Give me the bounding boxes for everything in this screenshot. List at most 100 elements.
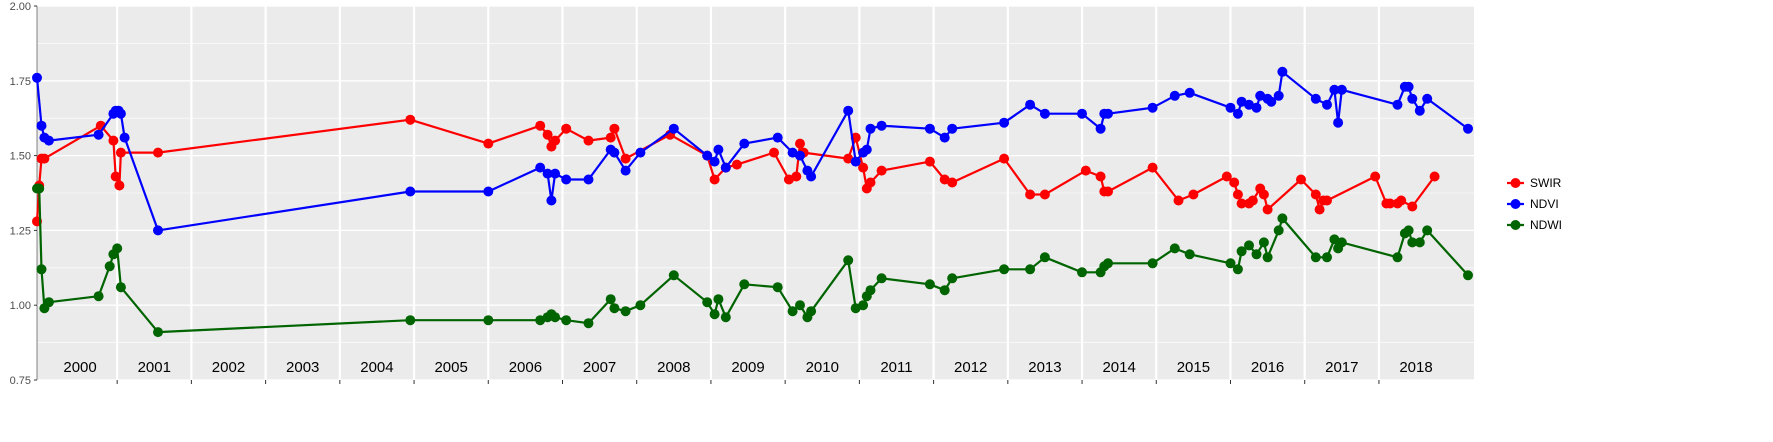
legend-label: NDWI <box>1530 218 1562 232</box>
data-point <box>550 312 561 323</box>
data-point <box>535 162 546 173</box>
data-point <box>1277 66 1288 77</box>
data-point <box>1221 171 1232 182</box>
data-point <box>947 273 958 284</box>
data-point <box>1258 237 1269 248</box>
data-point <box>1225 258 1236 269</box>
data-point <box>709 309 720 320</box>
data-point <box>609 123 620 134</box>
data-point <box>112 243 123 254</box>
data-point <box>795 150 805 161</box>
data-point <box>483 186 494 197</box>
data-point <box>620 165 631 176</box>
data-point <box>1392 99 1403 110</box>
data-point <box>1147 102 1158 113</box>
data-point <box>561 174 572 185</box>
data-point <box>1322 252 1332 263</box>
data-point <box>1392 252 1403 263</box>
data-point <box>939 132 950 143</box>
data-point <box>865 123 876 134</box>
data-point <box>939 285 950 296</box>
data-point <box>1277 213 1288 224</box>
data-point <box>1169 90 1180 101</box>
data-point <box>153 225 163 236</box>
data-point <box>1169 243 1180 254</box>
data-point <box>1184 249 1195 260</box>
data-point <box>999 264 1010 275</box>
data-point <box>1025 189 1036 200</box>
data-point <box>806 171 817 182</box>
data-point <box>1403 225 1414 236</box>
data-point <box>1310 252 1321 263</box>
year-label: 2000 <box>63 359 96 376</box>
data-point <box>115 282 126 293</box>
data-point <box>550 168 561 179</box>
year-label: 2005 <box>434 359 467 376</box>
data-point <box>850 156 861 167</box>
year-label: 2008 <box>657 359 690 376</box>
data-point <box>1232 108 1243 119</box>
data-point <box>1244 99 1254 110</box>
data-point <box>605 132 616 143</box>
data-point <box>620 306 631 317</box>
data-point <box>561 315 572 326</box>
data-point <box>1370 171 1381 182</box>
year-label: 2004 <box>360 359 393 376</box>
data-point <box>876 120 887 131</box>
data-point <box>999 117 1010 128</box>
data-point <box>1262 252 1273 263</box>
data-point <box>483 138 494 149</box>
year-label: 2018 <box>1399 359 1432 376</box>
legend: SWIR NDVI NDWI <box>1507 176 1562 232</box>
data-point <box>1251 102 1262 113</box>
legend-swatch-point <box>1510 199 1521 209</box>
data-point <box>1273 225 1284 236</box>
data-point <box>1077 267 1087 278</box>
data-point <box>709 156 720 167</box>
data-point <box>858 162 869 173</box>
data-point <box>999 153 1010 164</box>
data-point <box>924 156 935 167</box>
data-point <box>713 144 724 155</box>
data-point <box>483 315 494 326</box>
data-point <box>1147 258 1158 269</box>
legend-item: SWIR <box>1507 176 1562 190</box>
data-point <box>1077 108 1087 119</box>
data-point <box>1095 123 1106 134</box>
y-tick-label: 2.00 <box>10 1 31 13</box>
data-point <box>1322 195 1332 206</box>
data-point <box>769 147 779 158</box>
data-point <box>405 114 416 125</box>
year-label: 2013 <box>1028 359 1061 376</box>
data-point <box>791 171 802 182</box>
data-point <box>1296 174 1306 185</box>
legend-swatch-point <box>1510 220 1521 230</box>
legend-label: SWIR <box>1530 176 1562 190</box>
data-point <box>583 174 594 185</box>
y-tick-label: 1.50 <box>10 151 31 163</box>
data-point <box>546 195 557 206</box>
data-point <box>702 297 713 308</box>
year-label: 2007 <box>583 359 616 376</box>
data-point <box>1273 90 1284 101</box>
data-point <box>115 147 126 158</box>
data-point <box>36 120 47 131</box>
y-tick-label: 1.75 <box>10 76 31 88</box>
data-point <box>1463 123 1473 134</box>
y-tick-label: 0.75 <box>10 375 31 387</box>
data-point <box>1232 189 1243 200</box>
data-point <box>939 174 950 185</box>
data-point <box>1232 264 1243 275</box>
data-point <box>739 279 750 290</box>
data-point <box>110 171 121 182</box>
data-point <box>542 168 553 179</box>
data-point <box>43 297 54 308</box>
data-point <box>1336 237 1347 248</box>
data-point <box>795 138 805 149</box>
data-point <box>1103 108 1113 119</box>
y-tick-label: 1.00 <box>10 300 31 312</box>
data-point <box>114 180 125 191</box>
data-point <box>1403 81 1414 92</box>
data-point <box>34 183 45 194</box>
data-point <box>1422 93 1433 104</box>
